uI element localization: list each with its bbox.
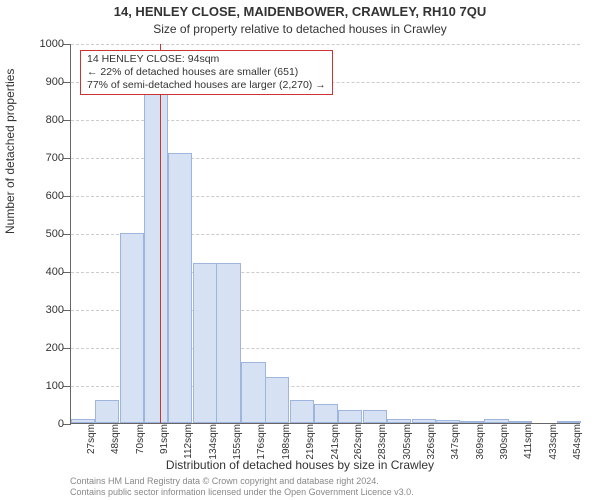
histogram-bar (290, 400, 314, 423)
histogram-bar (508, 421, 532, 423)
annotation-line: 77% of semi-detached houses are larger (… (87, 79, 326, 92)
x-tick-label: 433sqm (548, 424, 559, 464)
y-tick-label: 700 (4, 152, 64, 164)
histogram-bar (459, 421, 483, 423)
x-tick-label: 219sqm (305, 424, 316, 464)
y-tick (63, 272, 71, 273)
y-tick (63, 196, 71, 197)
reference-marker-line (160, 44, 161, 423)
x-tick-label: 27sqm (86, 424, 97, 464)
y-tick-label: 500 (4, 228, 64, 240)
histogram-bar (557, 421, 581, 423)
histogram-bar (265, 377, 289, 423)
x-tick-label: 198sqm (281, 424, 292, 464)
chart-subtitle: Size of property relative to detached ho… (0, 22, 600, 36)
histogram-bar (436, 420, 460, 423)
histogram-bar (216, 263, 240, 423)
y-tick (63, 44, 71, 45)
x-tick-label: 241sqm (330, 424, 341, 464)
histogram-bar (168, 153, 192, 423)
histogram-bar (144, 92, 168, 423)
y-tick-label: 100 (4, 380, 64, 392)
attribution-line-2: Contains public sector information licen… (70, 487, 580, 498)
y-tick-label: 800 (4, 114, 64, 126)
x-tick-label: 112sqm (183, 424, 194, 464)
y-tick (63, 234, 71, 235)
y-tick (63, 82, 71, 83)
x-tick-label: 91sqm (159, 424, 170, 464)
x-tick-label: 48sqm (110, 424, 121, 464)
y-tick (63, 424, 71, 425)
histogram-bar (241, 362, 265, 423)
x-tick-label: 283sqm (377, 424, 388, 464)
histogram-bar (71, 419, 95, 423)
x-tick-label: 155sqm (232, 424, 243, 464)
plot-area (70, 44, 580, 424)
y-tick (63, 158, 71, 159)
x-tick-label: 454sqm (572, 424, 583, 464)
y-tick-label: 600 (4, 190, 64, 202)
x-tick-label: 70sqm (135, 424, 146, 464)
x-tick-label: 134sqm (208, 424, 219, 464)
attribution-text: Contains HM Land Registry data © Crown c… (70, 476, 580, 498)
y-tick (63, 386, 71, 387)
x-tick-label: 347sqm (450, 424, 461, 464)
attribution-line-1: Contains HM Land Registry data © Crown c… (70, 476, 580, 487)
y-tick-label: 200 (4, 342, 64, 354)
annotation-line: 14 HENLEY CLOSE: 94sqm (87, 53, 326, 66)
y-tick (63, 310, 71, 311)
chart-container: 14, HENLEY CLOSE, MAIDENBOWER, CRAWLEY, … (0, 0, 600, 500)
x-tick-label: 411sqm (523, 424, 534, 464)
histogram-bar (193, 263, 217, 423)
histogram-bar (412, 419, 436, 423)
histogram-bar (338, 410, 362, 423)
grid-line (71, 44, 580, 45)
annotation-line: ← 22% of detached houses are smaller (65… (87, 66, 326, 79)
x-tick-label: 326sqm (426, 424, 437, 464)
histogram-bar (363, 410, 387, 423)
histogram-bar (95, 400, 119, 423)
histogram-bar (314, 404, 338, 423)
y-tick (63, 348, 71, 349)
histogram-bar (484, 419, 508, 423)
x-tick-label: 369sqm (475, 424, 486, 464)
histogram-bar (120, 233, 144, 423)
x-tick-label: 305sqm (402, 424, 413, 464)
y-tick-label: 1000 (4, 38, 64, 50)
y-tick-label: 300 (4, 304, 64, 316)
y-tick (63, 120, 71, 121)
y-tick-label: 0 (4, 418, 64, 430)
x-tick-label: 262sqm (353, 424, 364, 464)
x-tick-label: 176sqm (256, 424, 267, 464)
y-tick-label: 400 (4, 266, 64, 278)
chart-title: 14, HENLEY CLOSE, MAIDENBOWER, CRAWLEY, … (0, 4, 600, 19)
annotation-box: 14 HENLEY CLOSE: 94sqm← 22% of detached … (80, 50, 333, 95)
histogram-bar (387, 419, 411, 423)
y-tick-label: 900 (4, 76, 64, 88)
x-tick-label: 390sqm (499, 424, 510, 464)
